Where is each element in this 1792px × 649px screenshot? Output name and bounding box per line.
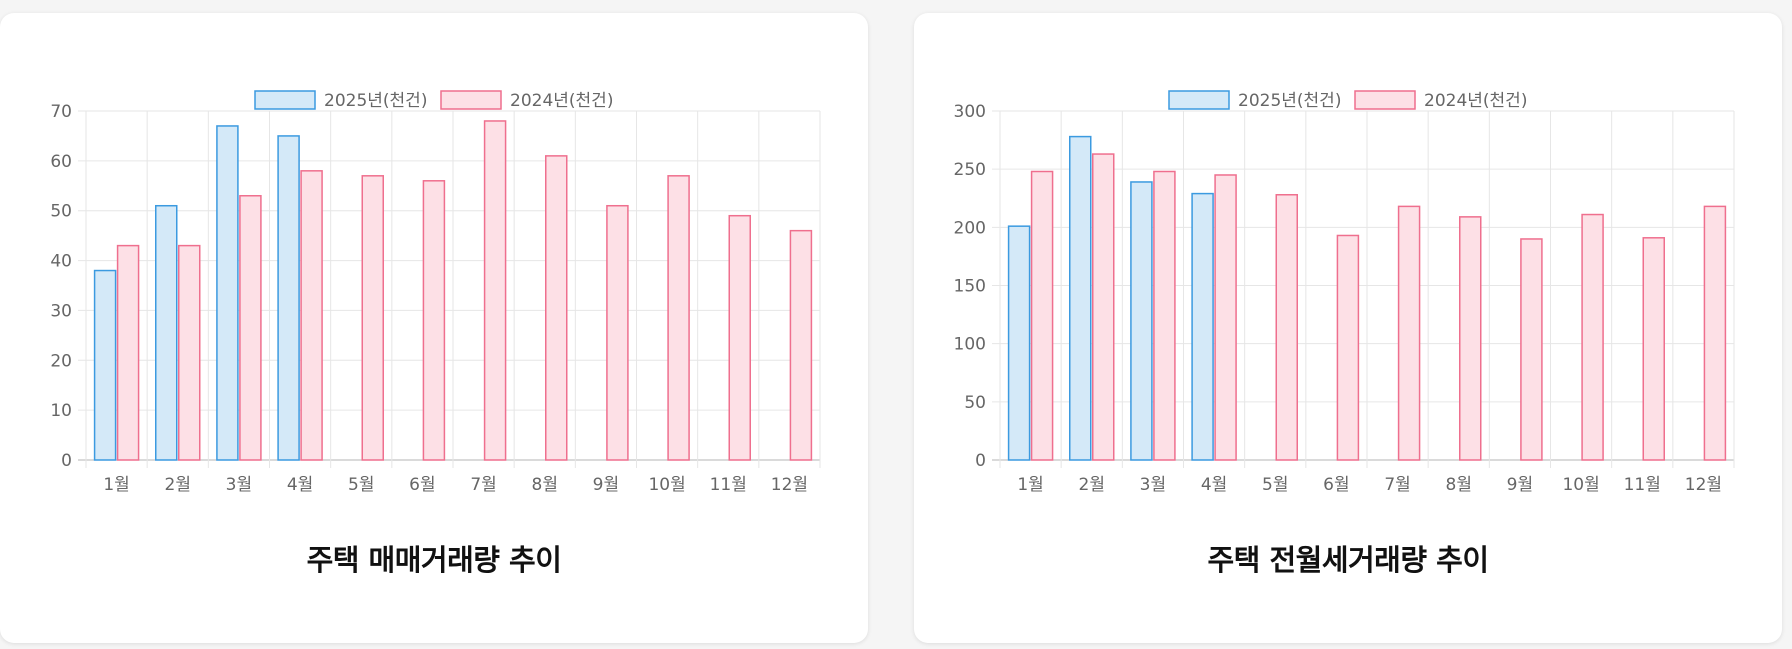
bar-2024-4 [1214, 174, 1237, 461]
y-tick-label: 300 [954, 102, 986, 122]
bar-2024-8 [1459, 216, 1482, 461]
bar-2024-9 [606, 204, 629, 461]
bar-2024-6 [422, 180, 446, 461]
bar-2024-8 [545, 155, 568, 461]
legend-swatch-2025 [1168, 90, 1230, 110]
bar-2024-1 [1030, 170, 1054, 461]
bar-2024-4 [300, 170, 323, 461]
x-tick-label: 11월 [1624, 475, 1661, 495]
legend-label-2024: 2024년(천건) [510, 91, 613, 111]
bar-2024-3 [1153, 170, 1176, 461]
x-tick-label: 6월 [409, 475, 435, 495]
x-tick-label: 4월 [1201, 475, 1227, 495]
x-tick-label: 11월 [710, 475, 747, 495]
bar-2024-6 [1336, 234, 1360, 461]
bar-2025-1 [93, 269, 117, 461]
bar-2025-4 [277, 135, 300, 461]
y-tick-label: 0 [61, 451, 72, 471]
bars [93, 120, 813, 461]
bar-2024-3 [239, 195, 262, 461]
sales-volume-chart: 2025년(천건) 2024년(천건) 0 10 20 30 40 50 60 70 1월 2월 3월 4… [50, 90, 821, 495]
y-tick-label: 250 [954, 160, 986, 180]
legend-swatch-2025 [254, 90, 316, 110]
x-tick-label: 4월 [287, 475, 313, 495]
y-gridlines: 0 50 100 150 200 250 300 [954, 102, 1734, 471]
y-tick-label: 70 [50, 102, 72, 122]
x-tick-label: 5월 [1262, 475, 1288, 495]
y-gridlines: 0 10 20 30 40 50 60 70 [50, 102, 820, 471]
bar-2024-2 [178, 244, 201, 461]
bar-2025-1 [1007, 225, 1031, 461]
x-tick-label: 8월 [532, 475, 558, 495]
bar-2025-3 [216, 125, 239, 461]
y-tick-label: 60 [50, 152, 72, 172]
legend-swatch-2024 [440, 90, 502, 110]
x-tick-labels: 1월 2월 3월 4월 5월 6월 7월 8월 9월 10월 11월 12월 [1017, 475, 1722, 495]
y-tick-label: 200 [954, 218, 986, 238]
legend-label-2025: 2025년(천건) [324, 91, 427, 111]
x-tick-labels: 1월 2월 3월 4월 5월 6월 7월 8월 9월 10월 11월 12월 [103, 475, 808, 495]
x-tick-label: 9월 [1507, 475, 1533, 495]
legend-swatch-2024 [1354, 90, 1416, 110]
bar-2024-9 [1520, 238, 1543, 461]
bar-2024-12 [789, 229, 813, 461]
bar-2024-5 [361, 175, 384, 461]
y-tick-label: 30 [50, 301, 72, 321]
rent-volume-card: 2025년(천건) 2024년(천건) 0 50 100 150 200 250 300 1월 2월… [914, 13, 1782, 643]
y-tick-label: 100 [954, 335, 986, 355]
chart-title: 주택 매매거래량 추이 [306, 543, 562, 577]
chart-legend: 2025년(천건) 2024년(천건) [254, 90, 613, 111]
x-tick-label: 5월 [348, 475, 374, 495]
bar-2025-2 [155, 204, 178, 461]
x-tick-label: 3월 [226, 475, 252, 495]
x-tick-label: 12월 [771, 475, 808, 495]
bar-2024-1 [116, 244, 140, 461]
x-tick-label: 6월 [1323, 475, 1349, 495]
legend-label-2024: 2024년(천건) [1424, 91, 1527, 111]
bar-2024-12 [1703, 205, 1727, 461]
x-tick-label: 3월 [1140, 475, 1166, 495]
x-tick-label: 1월 [1017, 475, 1043, 495]
rent-volume-chart: 2025년(천건) 2024년(천건) 0 50 100 150 200 250 300 1월 2월… [954, 90, 1735, 495]
y-tick-label: 40 [50, 252, 72, 272]
x-tick-label: 2월 [1079, 475, 1105, 495]
bars [1007, 135, 1727, 461]
x-gridlines [85, 111, 821, 468]
y-tick-label: 0 [975, 451, 986, 471]
legend-label-2025: 2025년(천건) [1238, 91, 1341, 111]
y-tick-label: 50 [50, 202, 72, 222]
bar-2024-7 [483, 120, 507, 461]
bar-2024-5 [1275, 194, 1298, 461]
x-gridlines [999, 111, 1735, 468]
y-tick-label: 20 [50, 351, 72, 371]
bar-2025-4 [1191, 192, 1214, 461]
x-tick-label: 8월 [1446, 475, 1472, 495]
bar-2025-3 [1130, 181, 1153, 461]
bar-2024-7 [1397, 205, 1421, 461]
bar-2024-11 [1642, 237, 1665, 461]
bar-2024-10 [1581, 213, 1604, 461]
bar-2025-2 [1069, 135, 1092, 461]
bar-2024-10 [667, 175, 690, 461]
x-tick-label: 7월 [1384, 475, 1410, 495]
x-tick-label: 2월 [165, 475, 191, 495]
x-tick-label: 12월 [1685, 475, 1722, 495]
sales-volume-card: 2025년(천건) 2024년(천건) 0 10 20 30 40 50 60 70 1월 2월 3월 4… [0, 13, 868, 643]
bar-2024-11 [728, 214, 751, 461]
x-tick-label: 7월 [470, 475, 496, 495]
chart-title: 주택 전월세거래량 추이 [1207, 543, 1490, 577]
x-tick-label: 1월 [103, 475, 129, 495]
x-tick-label: 10월 [648, 475, 685, 495]
y-tick-label: 50 [964, 393, 986, 413]
x-tick-label: 10월 [1562, 475, 1599, 495]
y-tick-label: 10 [50, 401, 72, 421]
x-tick-label: 9월 [593, 475, 619, 495]
chart-legend: 2025년(천건) 2024년(천건) [1168, 90, 1527, 111]
bar-2024-2 [1092, 153, 1115, 461]
y-tick-label: 150 [954, 277, 986, 297]
